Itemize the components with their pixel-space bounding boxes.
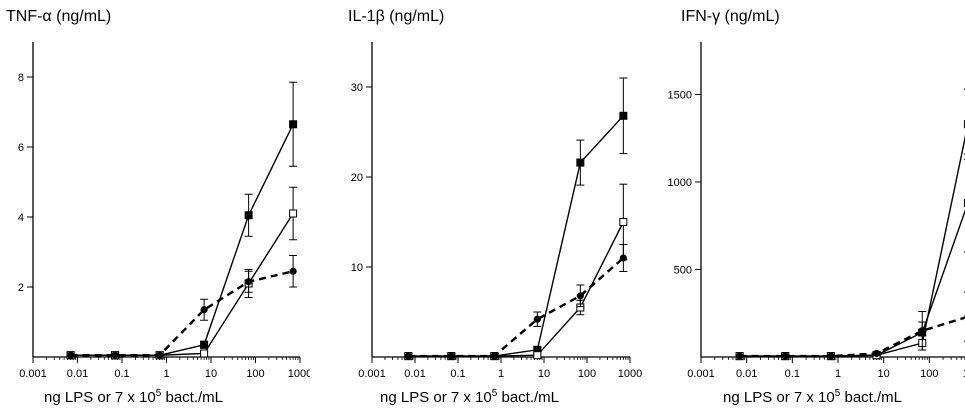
panel-tnf-alpha: TNF-α (ng/mL) 0.001 0.01 0.1 1 10 100 1000 2 4 6 8… (0, 0, 310, 418)
data-point-open-square (200, 349, 209, 358)
y-tick-label: 1000 (668, 177, 692, 189)
data-point-circle (872, 349, 881, 358)
data-point-circle (490, 352, 498, 360)
data-point-circle (67, 351, 75, 359)
series-line (70, 123, 294, 356)
x-axis-label-exponent: 5 (155, 388, 162, 399)
x-tick-label: 100 (920, 368, 938, 380)
x-axis-label-suffix: bact./mL (161, 389, 224, 406)
chart-title-ifn-gamma: IFN-γ (ng/mL) (681, 8, 780, 25)
series-line (70, 213, 294, 356)
data-point-open-square (289, 209, 298, 218)
series-line (70, 270, 294, 357)
x-axis-label-ifn-gamma: ng LPS or 7 x 105 bact./mL (723, 388, 902, 406)
x-tick-label: 0.1 (785, 368, 800, 380)
data-point-circle (111, 351, 119, 359)
series-line (408, 257, 625, 358)
x-tick-label: 0.1 (450, 368, 465, 380)
data-point-circle (918, 327, 926, 335)
chart-tnf-alpha: 0.001 0.01 0.1 1 10 100 1000 2 4 6 8 (18, 42, 310, 380)
x-tick-label: 1 (163, 368, 169, 380)
y-tick-label: 500 (674, 265, 692, 277)
series-line (739, 316, 965, 358)
y-tick-label: 8 (18, 72, 24, 84)
x-tick-label: 1000 (963, 368, 965, 380)
y-tick-label: 4 (18, 212, 24, 224)
x-tick-label: 1000 (288, 368, 310, 380)
x-tick-label: 0.001 (358, 368, 386, 380)
series-line (739, 134, 965, 357)
x-tick-label: 0.001 (687, 368, 715, 380)
chart-il-1-beta: 0.001 0.01 0.1 1 10 100 1000 10 20 30 (351, 42, 642, 380)
data-point-circle (827, 352, 835, 360)
data-point-circle (619, 254, 627, 262)
x-tick-label: 10 (878, 368, 890, 380)
x-axis-label-prefix: ng LPS or 7 x 10 (380, 389, 492, 406)
series-line (408, 115, 624, 357)
x-tick-label: 1 (835, 368, 841, 380)
data-point-circle (576, 292, 584, 300)
series-line (739, 209, 965, 357)
x-axis-label-suffix: bact./mL (840, 389, 903, 406)
x-tick-label: 1000 (618, 368, 642, 380)
data-point-filled-square (200, 340, 209, 349)
x-tick-label: 0.1 (114, 368, 129, 380)
x-tick-label: 10 (538, 368, 550, 380)
data-point-filled-square (576, 158, 585, 167)
x-axis-label-exponent: 5 (491, 388, 498, 399)
x-tick-label: 10 (205, 368, 217, 380)
chart-title-tnf-alpha: TNF-α (ng/mL) (6, 8, 112, 25)
data-point-circle (781, 352, 789, 360)
x-axis-label-prefix: ng LPS or 7 x 10 (723, 389, 835, 406)
data-point-circle (404, 352, 412, 360)
data-point-open-square (533, 351, 542, 360)
x-axis-label-il-1-beta: ng LPS or 7 x 105 bact./mL (380, 388, 559, 406)
panel-il-1-beta: IL-1β (ng/mL) 0.001 0.01 0.1 1 10 100 1000 10 20… (320, 0, 645, 418)
y-tick-label: 6 (18, 142, 24, 154)
chart-ifn-gamma: 0.001 0.01 0.1 1 10 100 1000 500 1000 1500 (668, 42, 965, 380)
data-point-circle (200, 306, 208, 314)
data-point-open-square (619, 218, 628, 226)
data-point-filled-square (289, 120, 298, 129)
x-tick-label: 0.001 (19, 368, 47, 380)
x-tick-label: 0.01 (736, 368, 757, 380)
chart-title-il-1-beta: IL-1β (ng/mL) (348, 8, 445, 25)
data-point-filled-square (619, 111, 628, 120)
x-axis-label-prefix: ng LPS or 7 x 10 (44, 389, 156, 406)
data-point-circle (289, 267, 297, 275)
y-tick-label: 1500 (668, 90, 692, 102)
data-point-circle (735, 352, 744, 360)
x-tick-label: 100 (246, 368, 264, 380)
x-axis-label-exponent: 5 (834, 388, 841, 399)
data-point-circle (156, 351, 164, 359)
data-point-circle (447, 352, 455, 360)
x-axis-label-tnf-alpha: ng LPS or 7 x 105 bact./mL (44, 388, 223, 406)
y-tick-label: 30 (351, 82, 363, 94)
y-tick-label: 10 (351, 262, 363, 274)
x-tick-label: 1 (498, 368, 504, 380)
x-tick-label: 0.01 (67, 368, 88, 380)
y-tick-label: 2 (18, 282, 24, 294)
data-point-circle (533, 315, 541, 323)
data-point-circle (245, 278, 253, 286)
x-tick-label: 100 (578, 368, 596, 380)
y-tick-label: 20 (351, 172, 363, 184)
panel-ifn-gamma: IFN-γ (ng/mL) 0.001 0.01 0.1 1 10 100 1000 500 1… (645, 0, 965, 418)
x-axis-label-suffix: bact./mL (497, 389, 560, 406)
x-tick-label: 0.01 (404, 368, 425, 380)
series-line (408, 221, 624, 357)
data-point-filled-square (244, 211, 253, 220)
